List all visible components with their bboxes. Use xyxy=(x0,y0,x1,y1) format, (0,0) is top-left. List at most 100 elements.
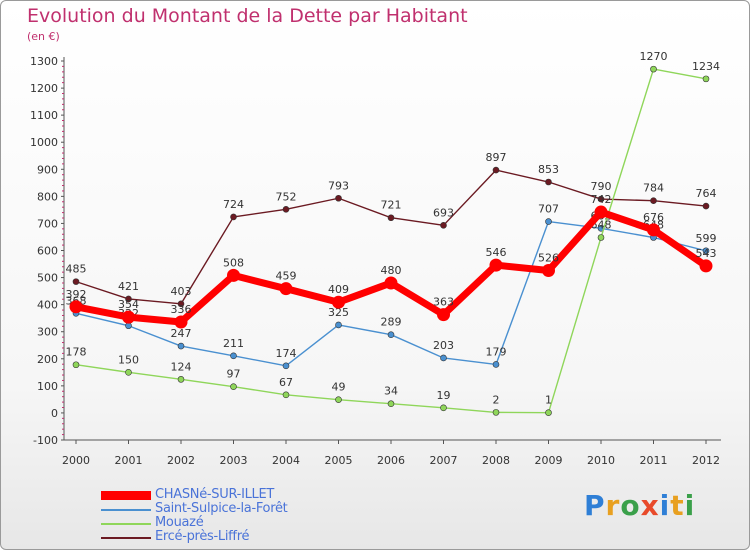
data-point xyxy=(125,322,132,330)
data-label: 1 xyxy=(545,394,552,407)
x-tick-label: 2004 xyxy=(272,454,300,467)
data-label: 764 xyxy=(696,187,717,200)
logo-letter: x xyxy=(640,489,660,522)
x-tick-label: 2001 xyxy=(115,454,143,467)
data-label: 485 xyxy=(66,263,87,276)
data-label: 49 xyxy=(332,381,346,394)
data-label: 2 xyxy=(493,393,500,406)
data-label: 179 xyxy=(486,345,507,358)
data-point xyxy=(174,315,188,329)
data-point xyxy=(335,396,342,403)
data-label: 508 xyxy=(223,256,244,269)
data-point xyxy=(230,213,237,221)
data-point xyxy=(332,295,345,309)
data-point xyxy=(702,75,710,83)
x-tick-label: 2009 xyxy=(535,454,563,467)
data-point xyxy=(69,300,83,314)
data-point xyxy=(282,391,290,399)
y-tick-label: 500 xyxy=(37,272,58,285)
data-label: 392 xyxy=(66,288,87,301)
legend-swatch xyxy=(101,491,151,500)
data-point xyxy=(282,362,290,370)
data-label: 124 xyxy=(171,360,192,373)
y-tick-label: 600 xyxy=(37,245,58,258)
data-point xyxy=(440,354,447,362)
data-point xyxy=(279,282,293,296)
data-label: 289 xyxy=(381,316,402,329)
data-label: 546 xyxy=(486,246,507,259)
data-point xyxy=(594,205,608,219)
data-label: 67 xyxy=(279,376,293,389)
legend-swatch xyxy=(101,537,151,539)
data-label: 721 xyxy=(381,199,402,212)
data-label: 211 xyxy=(223,337,244,350)
legend-label: Ercé-près-Liffré xyxy=(155,529,250,544)
data-point xyxy=(492,166,500,174)
legend-swatch xyxy=(101,523,151,525)
data-point xyxy=(545,409,552,416)
data-point xyxy=(387,400,395,408)
data-label: 793 xyxy=(328,179,349,192)
data-label: 363 xyxy=(433,296,454,309)
data-label: 543 xyxy=(696,247,717,260)
data-point xyxy=(650,197,657,204)
data-point xyxy=(125,369,132,376)
data-label: 203 xyxy=(433,339,454,352)
y-tick-label: 1100 xyxy=(30,109,58,122)
data-point xyxy=(437,308,450,322)
data-label: 676 xyxy=(643,211,664,224)
data-point xyxy=(597,195,605,203)
data-point xyxy=(227,268,240,282)
x-tick-label: 2010 xyxy=(587,454,615,467)
data-label: 526 xyxy=(538,252,559,265)
data-label: 599 xyxy=(696,232,717,245)
data-label: 693 xyxy=(433,206,454,219)
data-label: 150 xyxy=(118,353,139,366)
data-label: 752 xyxy=(276,190,297,203)
y-tick-label: 300 xyxy=(37,326,58,339)
data-point xyxy=(650,65,657,73)
y-tick-label: 900 xyxy=(37,163,58,176)
data-point xyxy=(489,258,503,272)
chart-subtitle: (en €) xyxy=(27,30,60,43)
x-tick-label: 2007 xyxy=(430,454,458,467)
data-point xyxy=(699,259,713,273)
data-point xyxy=(387,331,395,338)
data-label: 325 xyxy=(328,306,349,319)
x-tick-label: 2000 xyxy=(62,454,90,467)
logo-letter: P xyxy=(584,489,606,522)
data-label: 247 xyxy=(171,327,192,340)
logo-letter: t xyxy=(670,489,685,522)
data-label: 742 xyxy=(591,193,612,206)
data-label: 1234 xyxy=(692,60,720,73)
y-tick-label: 200 xyxy=(37,353,58,366)
data-point xyxy=(230,383,237,390)
data-label: 336 xyxy=(171,303,192,316)
data-label: 897 xyxy=(486,151,507,164)
legend-swatch xyxy=(101,509,151,511)
x-tick-label: 2005 xyxy=(325,454,353,467)
data-label: 34 xyxy=(384,385,398,398)
data-label: 403 xyxy=(171,285,192,298)
data-label: 707 xyxy=(538,203,559,216)
chart-title: Evolution du Montant de la Dette par Hab… xyxy=(27,5,468,27)
x-tick-label: 2006 xyxy=(377,454,405,467)
data-point xyxy=(542,264,555,278)
data-label: 724 xyxy=(223,198,244,211)
data-label: 19 xyxy=(437,389,451,402)
data-label: 174 xyxy=(276,347,297,360)
data-point xyxy=(440,404,447,412)
logo-letter: o xyxy=(620,489,641,522)
legend-label: Saint-Sulpice-la-Forêt xyxy=(155,501,288,516)
data-label: 409 xyxy=(328,283,349,296)
y-tick-label: -100 xyxy=(33,434,58,447)
data-point xyxy=(282,206,290,213)
data-point xyxy=(702,202,710,210)
y-tick-label: 1300 xyxy=(30,55,58,68)
y-tick-label: 1000 xyxy=(30,136,58,149)
legend-label: Mouazé xyxy=(155,515,204,530)
y-tick-label: 100 xyxy=(37,380,58,393)
data-point xyxy=(545,218,552,225)
